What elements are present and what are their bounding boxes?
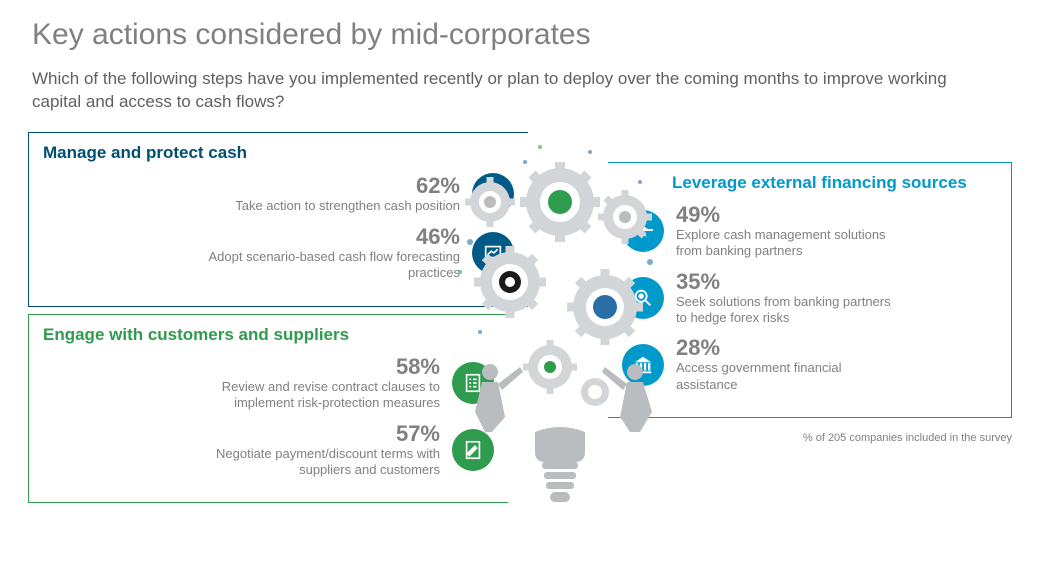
stat-pct: 35% bbox=[676, 270, 896, 294]
stat-desc: Review and revise contract clauses to im… bbox=[180, 379, 440, 412]
stat-desc: Access government financial assistance bbox=[676, 360, 896, 393]
stat-desc: Negotiate payment/discount terms with su… bbox=[180, 446, 440, 479]
stat-pct: 28% bbox=[676, 336, 896, 360]
page-title: Key actions considered by mid-corporates bbox=[0, 0, 1040, 52]
stat-desc: Adopt scenario-based cash flow forecasti… bbox=[200, 249, 460, 282]
page-subtitle: Which of the following steps have you im… bbox=[0, 52, 980, 114]
stat-pct: 62% bbox=[235, 174, 460, 198]
stat-pct: 57% bbox=[180, 422, 440, 446]
stat-pct: 46% bbox=[200, 225, 460, 249]
stat-item: 57% Negotiate payment/discount terms wit… bbox=[43, 422, 494, 479]
stat-pct: 49% bbox=[676, 203, 896, 227]
stat-desc: Seek solutions from banking partners to … bbox=[676, 294, 896, 327]
lightbulb-gears-illustration bbox=[430, 132, 690, 532]
stat-desc: Take action to strengthen cash position bbox=[235, 198, 460, 214]
section-engage-title: Engage with customers and suppliers bbox=[43, 325, 494, 345]
stat-item: 58% Review and revise contract clauses t… bbox=[43, 355, 494, 412]
footnote: % of 205 companies included in the surve… bbox=[803, 432, 1012, 444]
stat-pct: 58% bbox=[180, 355, 440, 379]
stat-desc: Explore cash management solutions from b… bbox=[676, 227, 896, 260]
